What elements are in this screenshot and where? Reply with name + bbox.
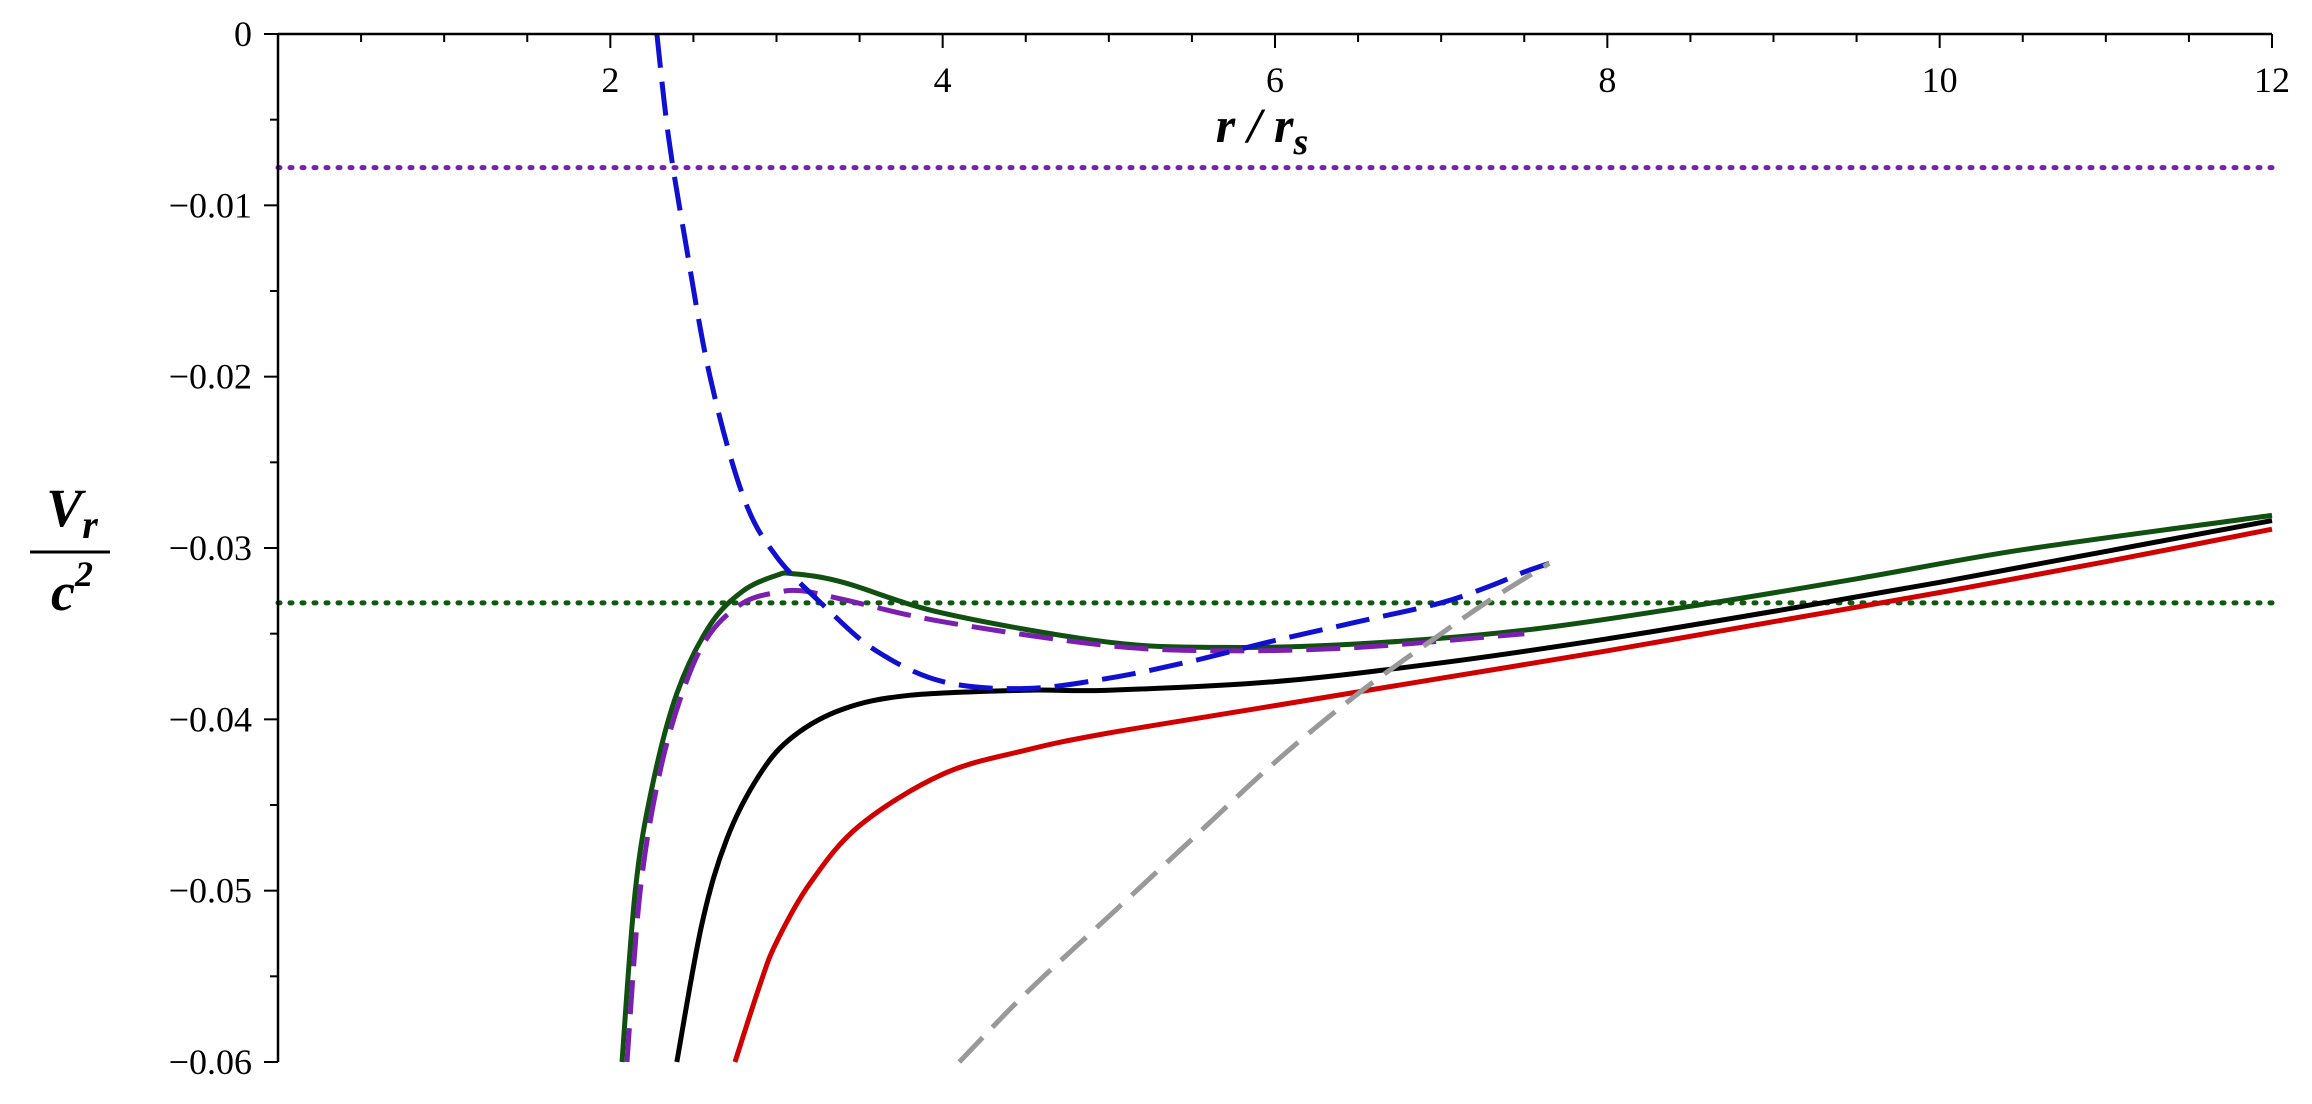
y-tick-label: −0.02: [169, 357, 252, 397]
y-tick-label: −0.05: [169, 871, 252, 911]
series-line-6: [957, 561, 1551, 1064]
y-axis-label-denominator: c: [51, 562, 75, 622]
y-axis-label-denominator-sup: 2: [74, 554, 93, 594]
svg-text:Vr: Vr: [46, 478, 98, 547]
x-axis-label-main: r / r: [1216, 97, 1294, 153]
y-tick-label: −0.06: [169, 1042, 252, 1082]
x-tick-label: 4: [934, 60, 952, 100]
reference-lines: [275, 165, 2275, 606]
series-lines: [619, 33, 2273, 1064]
y-tick-label: −0.03: [169, 528, 252, 568]
y-tick-label: −0.01: [169, 185, 252, 225]
y-ticks: 0 −0.01 −0.02 −0.03 −0.04 −0.05 −0.06: [169, 14, 278, 1082]
x-tick-label: 6: [1266, 60, 1284, 100]
y-tick-label: 0: [234, 14, 252, 54]
x-ticks: 2 4 6 8 10 12: [360, 34, 2290, 100]
x-tick-label: 12: [2254, 60, 2290, 100]
x-tick-label: 2: [601, 60, 619, 100]
svg-text:c2: c2: [51, 554, 93, 622]
x-tick-label: 8: [1598, 60, 1616, 100]
x-tick-label: 10: [1922, 60, 1958, 100]
y-tick-label: −0.04: [169, 699, 252, 739]
x-axis-label: r / rs: [1216, 97, 1309, 163]
axes: [276, 32, 2272, 1062]
x-axis-label-sub: s: [1293, 121, 1309, 163]
series-line-1: [732, 526, 2273, 1063]
series-line-3: [619, 512, 2273, 1063]
y-axis-label: Vr c2: [30, 478, 110, 622]
y-axis-label-numerator-sub: r: [82, 502, 98, 547]
y-axis-label-numerator: V: [46, 478, 86, 538]
series-line-2: [674, 518, 2273, 1063]
series-line-4: [624, 587, 1525, 1063]
